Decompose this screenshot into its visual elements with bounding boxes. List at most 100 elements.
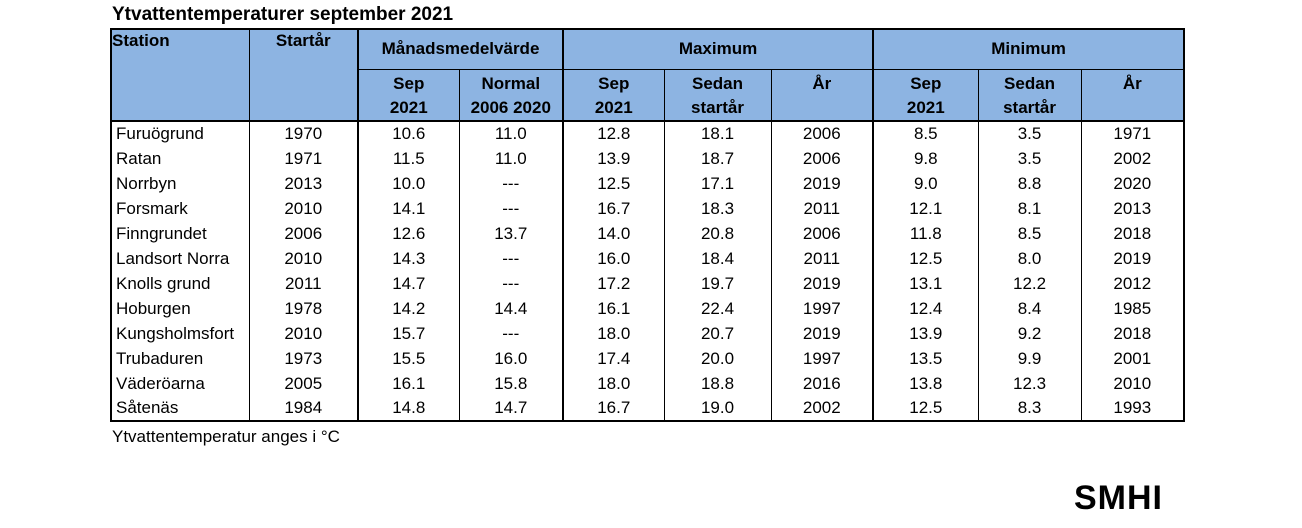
header-line: 2021 [389, 97, 428, 117]
header-line: Sep [393, 73, 425, 93]
table-row: Såtenäs 1984 14.8 14.7 16.7 19.0 2002 12.5 8.3 19… [110, 396, 1185, 421]
table-row: Furuögrund 1970 10.6 11.0 12.8 18.1 2006 8.5 3.5… [110, 121, 1185, 146]
header-min-since-start: Sedan startår [977, 69, 1082, 121]
table-row: Ratan 1971 11.5 11.0 13.9 18.7 2006 9.8 3.5 2002 [110, 146, 1185, 171]
smhi-logo: SMHI [1074, 479, 1163, 517]
header-group-minimum: Minimum [872, 29, 1185, 70]
value-cell: 16.7 [562, 196, 665, 221]
report-content: Ytvattentemperaturer september 2021 Stat… [110, 3, 1186, 447]
value-cell: 9.8 [872, 146, 979, 171]
value-cell: 18.4 [663, 246, 772, 271]
table-row: Forsmark 2010 14.1 --- 16.7 18.3 2011 12.1 8.1 20… [110, 196, 1185, 221]
value-cell: 11.5 [357, 146, 459, 171]
station-cell: Väderöarna [110, 371, 249, 396]
value-cell: 13.8 [872, 371, 979, 396]
header-group-monthly-mean: Månadsmedelvärde [356, 29, 564, 70]
header-line: 2021 [594, 97, 633, 117]
value-cell: 16.1 [357, 371, 459, 396]
value-cell: 2011 [770, 196, 874, 221]
value-cell: 18.7 [663, 146, 772, 171]
value-cell: 16.0 [562, 246, 665, 271]
value-cell: 2018 [1080, 321, 1185, 346]
value-cell: 20.8 [663, 221, 772, 246]
value-cell: 2013 [1080, 196, 1185, 221]
value-cell: 1985 [1080, 296, 1185, 321]
value-cell: 22.4 [663, 296, 772, 321]
value-cell: 12.3 [977, 371, 1082, 396]
value-cell: 18.8 [663, 371, 772, 396]
station-cell: Forsmark [110, 196, 249, 221]
header-max-since-start: Sedan startår [663, 69, 772, 121]
value-cell: 1984 [248, 396, 358, 421]
value-cell: 1971 [1080, 121, 1185, 146]
value-cell: --- [458, 246, 564, 271]
table-row: Hoburgen 1978 14.2 14.4 16.1 22.4 1997 12.4 8.4 1… [110, 296, 1185, 321]
header-line: 2006 2020 [470, 97, 551, 117]
value-cell: 9.2 [977, 321, 1082, 346]
value-cell: 18.0 [562, 321, 665, 346]
value-cell: 9.9 [977, 346, 1082, 371]
table-header: Station Startår Månadsmedelvärde Maximum… [110, 29, 1185, 121]
header-line: Sedan [1004, 73, 1056, 93]
value-cell: 10.0 [357, 171, 459, 196]
value-cell: 1997 [770, 346, 874, 371]
value-cell: 15.7 [357, 321, 459, 346]
value-cell: 2020 [1080, 171, 1185, 196]
value-cell: 3.5 [977, 146, 1082, 171]
header-min-sep-2021: Sep 2021 [872, 69, 979, 121]
header-line: 2021 [906, 97, 945, 117]
value-cell: 13.1 [872, 271, 979, 296]
header-line: Sep [598, 73, 630, 93]
value-cell: 8.8 [977, 171, 1082, 196]
value-cell: 11.8 [872, 221, 979, 246]
value-cell: 14.1 [357, 196, 459, 221]
value-cell: 2001 [1080, 346, 1185, 371]
value-cell: 17.4 [562, 346, 665, 371]
value-cell: 8.1 [977, 196, 1082, 221]
value-cell: 13.9 [872, 321, 979, 346]
value-cell: 2006 [770, 121, 874, 146]
value-cell: 12.6 [357, 221, 459, 246]
station-cell: Kungsholmsfort [110, 321, 249, 346]
header-station: Station [110, 29, 249, 121]
value-cell: 16.0 [458, 346, 564, 371]
header-max-sep-2021: Sep 2021 [562, 69, 665, 121]
value-cell: 8.5 [977, 221, 1082, 246]
header-max-year: År [770, 69, 874, 121]
header-line: Normal [481, 73, 541, 93]
table-row: Finngrundet 2006 12.6 13.7 14.0 20.8 2006 11.8 8… [110, 221, 1185, 246]
value-cell: 16.7 [562, 396, 665, 421]
temperature-table: Station Startår Månadsmedelvärde Maximum… [110, 28, 1186, 422]
value-cell: 18.1 [663, 121, 772, 146]
value-cell: 8.5 [872, 121, 979, 146]
station-cell: Furuögrund [110, 121, 249, 146]
header-line: startår [691, 97, 744, 117]
value-cell: 18.3 [663, 196, 772, 221]
value-cell: 9.0 [872, 171, 979, 196]
station-cell: Ratan [110, 146, 249, 171]
value-cell: 12.4 [872, 296, 979, 321]
table-row: Väderöarna 2005 16.1 15.8 18.0 18.8 2016 13.8 12… [110, 371, 1185, 396]
value-cell: 18.0 [562, 371, 665, 396]
header-group-maximum: Maximum [562, 29, 874, 70]
value-cell: 2002 [1080, 146, 1185, 171]
value-cell: 8.4 [977, 296, 1082, 321]
value-cell: 12.1 [872, 196, 979, 221]
table-row: Landsort Norra 2010 14.3 --- 16.0 18.4 2011 12.… [110, 246, 1185, 271]
value-cell: 14.7 [458, 396, 564, 421]
value-cell: 2006 [770, 146, 874, 171]
value-cell: 3.5 [977, 121, 1082, 146]
value-cell: 14.4 [458, 296, 564, 321]
header-line: År [812, 73, 832, 93]
value-cell: 2018 [1080, 221, 1185, 246]
station-cell: Såtenäs [110, 396, 249, 421]
value-cell: 2019 [770, 171, 874, 196]
header-group-row: Station Startår Månadsmedelvärde Maximum… [110, 29, 1185, 121]
table-row: Norrbyn 2013 10.0 --- 12.5 17.1 2019 9.0 8.8 2020 [110, 171, 1185, 196]
value-cell: 2010 [1080, 371, 1185, 396]
value-cell: --- [458, 196, 564, 221]
value-cell: 14.2 [357, 296, 459, 321]
station-cell: Trubaduren [110, 346, 249, 371]
value-cell: 1973 [248, 346, 358, 371]
value-cell: 12.8 [562, 121, 665, 146]
